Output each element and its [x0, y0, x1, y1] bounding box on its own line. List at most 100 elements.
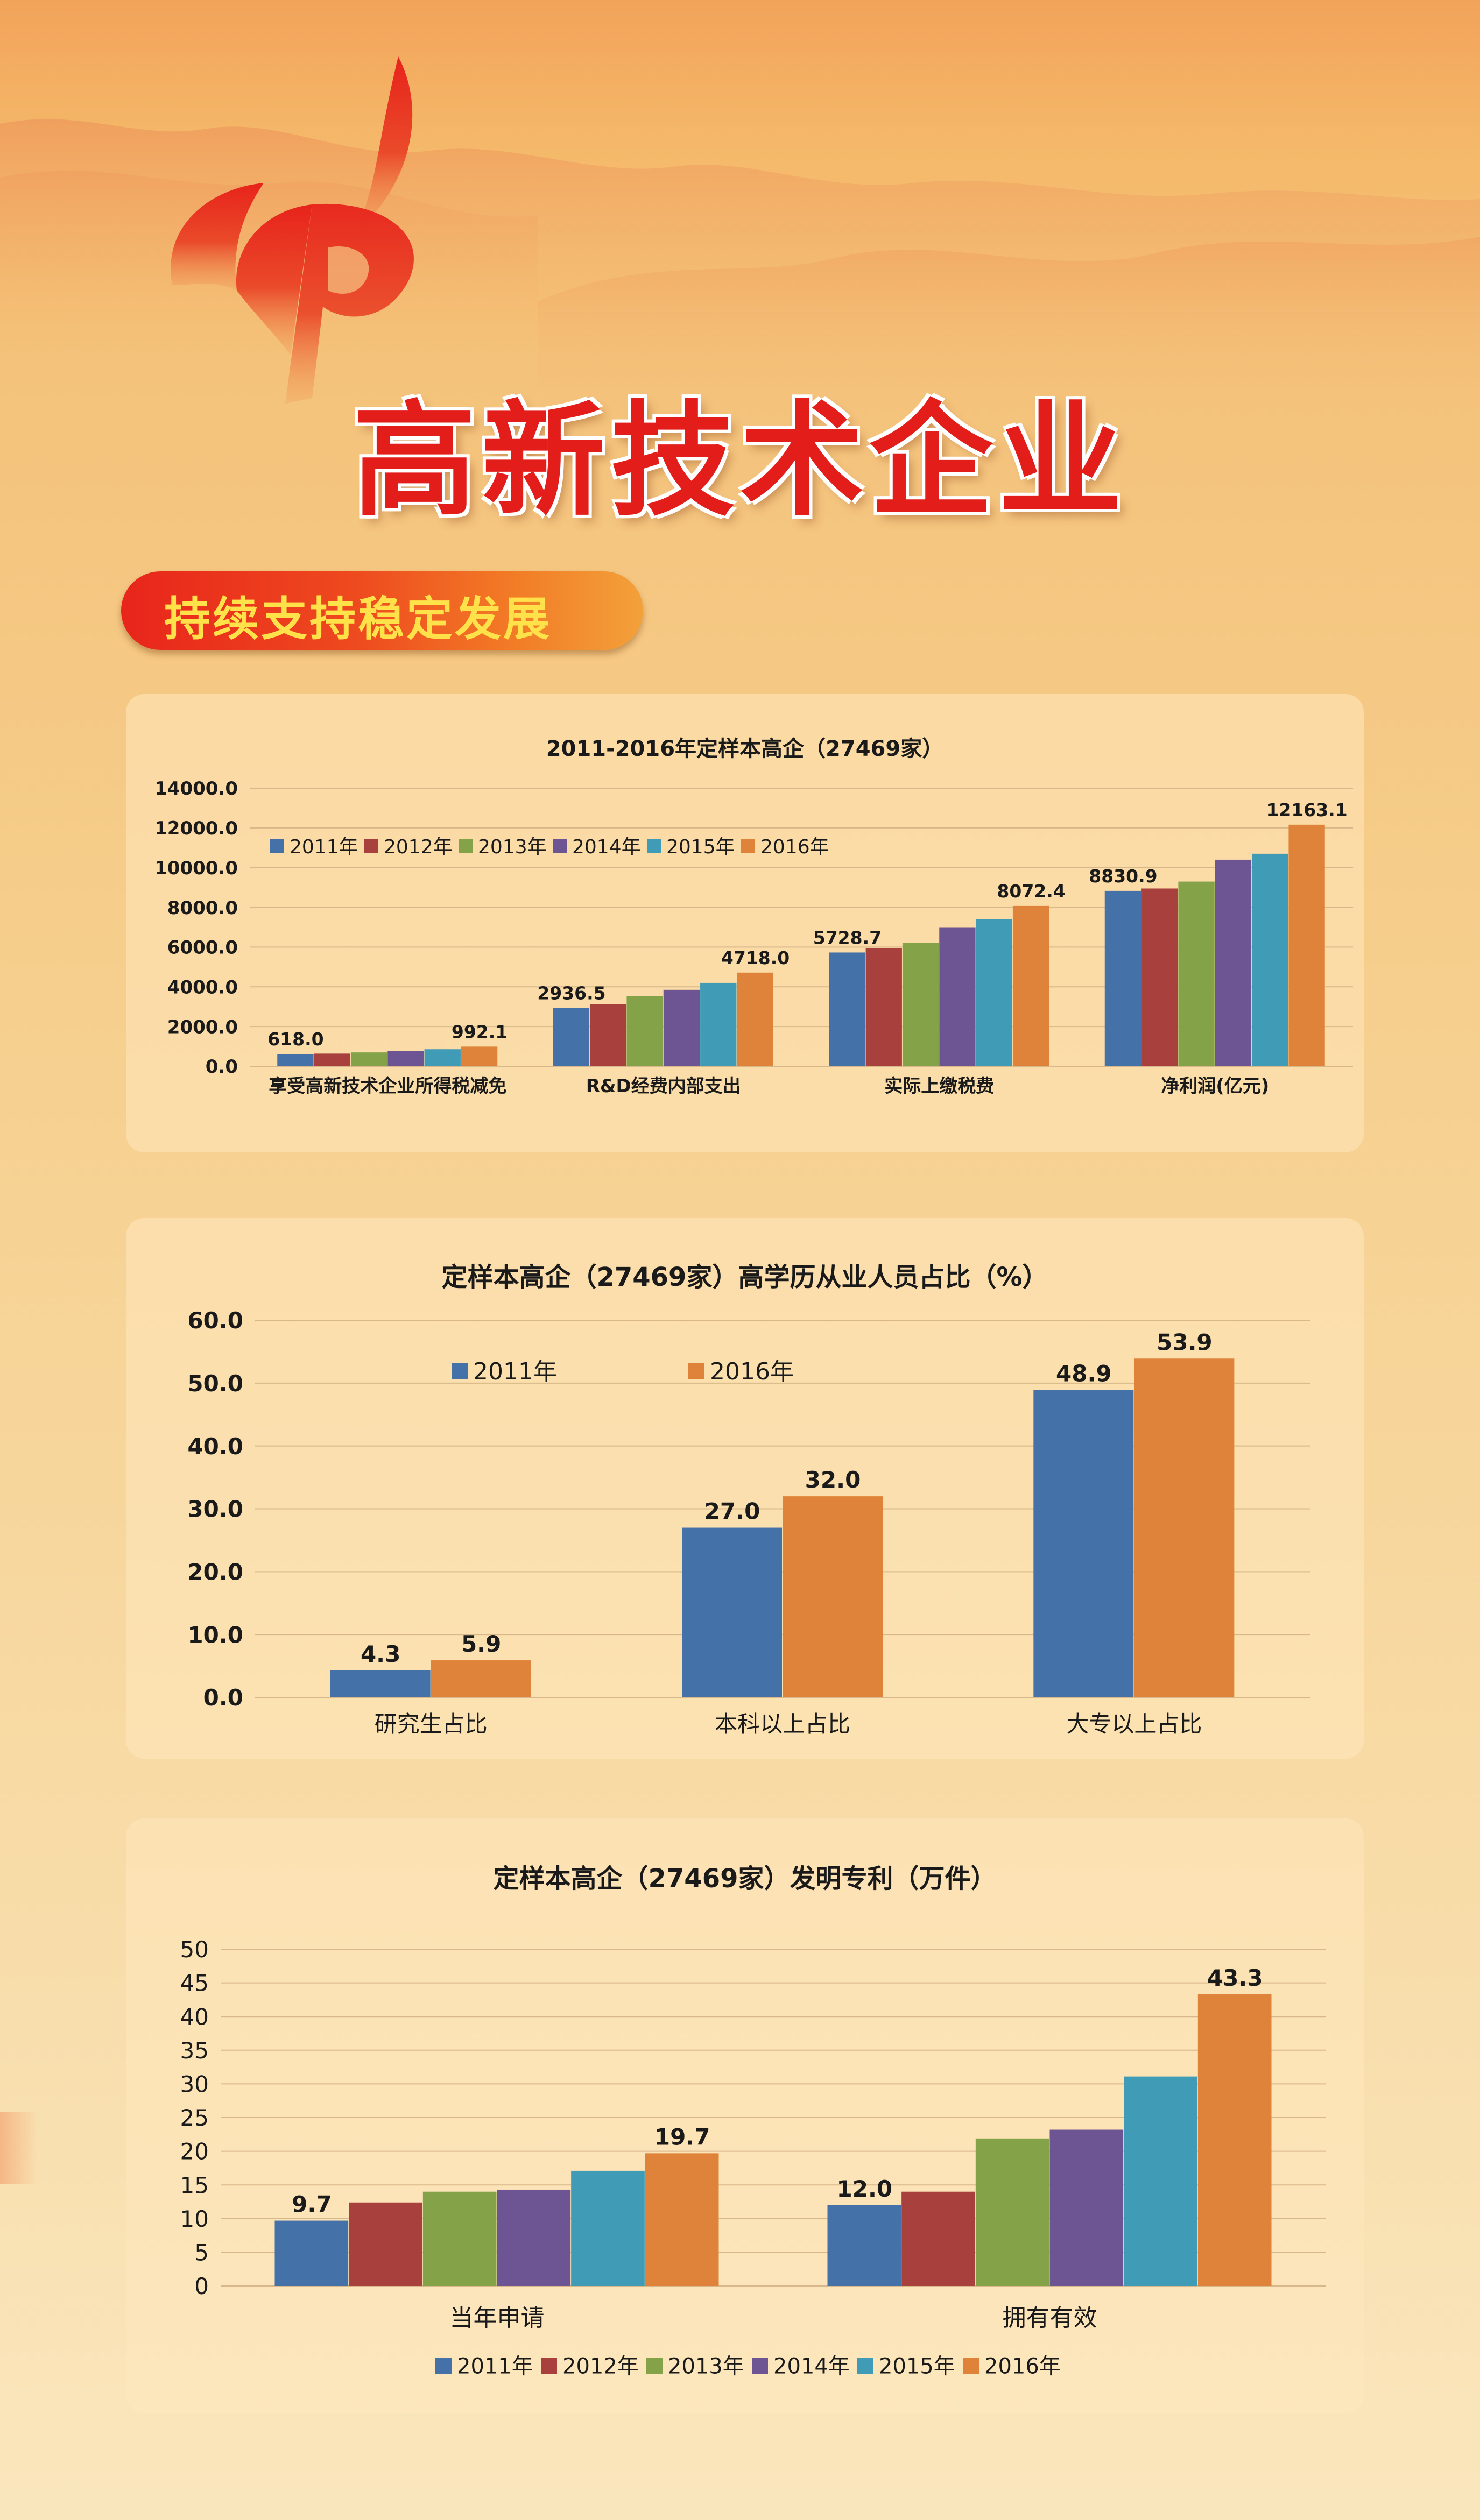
- legend-swatch: [963, 2358, 979, 2374]
- y-tick-label: 0: [194, 2273, 209, 2299]
- bar-2016年-0: [431, 1660, 531, 1697]
- chart-education: 定样本高企（27469家）高学历从业人员占比（%） 0.0 10.0 20.0 30.0…: [187, 1262, 1310, 1737]
- x-category-label: 实际上缴税费: [884, 1075, 994, 1097]
- y-tick-label: 15: [180, 2172, 209, 2198]
- chart-title: 定样本高企（27469家）发明专利（万件）: [494, 1864, 997, 1894]
- y-tick-label: 45: [180, 1970, 209, 1997]
- y-tick-label: 50: [180, 1936, 209, 1963]
- bar-2011年-2: [1033, 1390, 1134, 1697]
- bar-2011年-0: [274, 2220, 349, 2286]
- bar-2016年-3: [1288, 824, 1325, 1066]
- legend-label: 2012年: [384, 836, 453, 858]
- bar-2013年-3: [1178, 881, 1215, 1066]
- y-tick-label: 20.0: [187, 1559, 243, 1585]
- data-label: 4.3: [361, 1641, 400, 1667]
- x-category-label: 大专以上占比: [1066, 1711, 1202, 1737]
- y-tick-label: 6000.0: [167, 937, 238, 959]
- legend-swatch: [364, 839, 378, 853]
- chart-patents: 定样本高企（27469家）发明专利（万件） 0 5 10 15 20 25 30 35 40 45 5…: [180, 1864, 1326, 2379]
- legend-label: 2014年: [572, 836, 641, 858]
- data-label: 19.7: [654, 2123, 710, 2150]
- chart-title: 定样本高企（27469家）高学历从业人员占比（%）: [441, 1262, 1048, 1292]
- legend-swatch: [553, 839, 567, 853]
- bar-2015年-1: [700, 982, 737, 1066]
- data-label: 2936.5: [537, 983, 605, 1004]
- data-label: 53.9: [1157, 1329, 1213, 1355]
- bar-2011年-1: [553, 1008, 590, 1066]
- chart-title: 2011-2016年定样本高企（27469家）: [546, 737, 943, 761]
- bar-2016年-1: [737, 972, 773, 1066]
- bar-2012年-2: [865, 948, 902, 1066]
- torch-logo: [171, 56, 414, 404]
- data-label: 5.9: [461, 1631, 501, 1657]
- data-label: 8830.9: [1089, 866, 1157, 887]
- legend-label: 2011年: [457, 2354, 533, 2379]
- y-tick-label: 25: [180, 2105, 209, 2131]
- data-label: 5728.7: [813, 927, 882, 948]
- legend-swatch: [270, 839, 284, 853]
- y-tick-label: 5: [194, 2240, 209, 2266]
- data-label: 48.9: [1056, 1361, 1112, 1387]
- y-tick-label: 10000.0: [154, 858, 238, 879]
- bar-2016年-2: [1012, 905, 1049, 1066]
- bar-2015年-2: [976, 919, 1012, 1066]
- y-tick-label: 35: [180, 2037, 209, 2064]
- y-tick-label: 4000.0: [167, 977, 238, 999]
- y-tick-label: 12000.0: [154, 818, 238, 839]
- legend-label: 2016年: [760, 836, 829, 858]
- data-label: 8072.4: [997, 881, 1065, 902]
- legend-label: 2011年: [473, 1358, 557, 1385]
- data-label: 992.1: [452, 1021, 508, 1042]
- data-label: 9.7: [292, 2191, 332, 2218]
- legend-label: 2015年: [666, 836, 735, 858]
- legend-label: 2011年: [290, 836, 358, 858]
- bar-2015年-0: [571, 2170, 645, 2286]
- chart-panel-financials: 2011-2016年定样本高企（27469家） 0.0 2000.0 4000.0 60…: [126, 694, 1364, 1152]
- section-heading: 持续支持稳定发展: [121, 571, 643, 650]
- y-tick-label: 2000.0: [167, 1016, 238, 1038]
- legend-swatch: [741, 839, 755, 853]
- y-tick-label: 14000.0: [154, 778, 238, 799]
- y-tick-label: 8000.0: [167, 897, 238, 919]
- chart-panel-patents: 定样本高企（27469家）发明专利（万件） 0 5 10 15 20 25 30 35 40 45 5…: [126, 1818, 1364, 2413]
- legend-label: 2016年: [710, 1358, 794, 1385]
- y-tick-label: 40: [180, 2004, 209, 2030]
- bar-2013年-1: [975, 2138, 1049, 2286]
- legend-swatch: [459, 839, 473, 853]
- bar-2011年-1: [682, 1527, 782, 1697]
- bar-2016年-0: [645, 2153, 719, 2286]
- legend-swatch: [435, 2358, 452, 2374]
- x-category-label: 拥有有效: [1003, 2304, 1097, 2332]
- bar-2014年-1: [663, 989, 700, 1066]
- section-heading-label: 持续支持稳定发展: [164, 592, 552, 646]
- bar-2014年-0: [387, 1051, 424, 1066]
- bar-2011年-3: [1104, 890, 1141, 1066]
- bar-2016年-0: [461, 1046, 498, 1066]
- bar-2012年-1: [590, 1004, 626, 1066]
- data-label: 618.0: [267, 1029, 323, 1050]
- x-category-label: 净利润(亿元): [1161, 1075, 1269, 1097]
- chart-financials: 2011-2016年定样本高企（27469家） 0.0 2000.0 4000.0 60…: [154, 737, 1353, 1097]
- x-category-label: 研究生占比: [375, 1711, 488, 1737]
- y-tick-label: 60.0: [187, 1307, 243, 1334]
- data-label: 32.0: [805, 1467, 861, 1493]
- legend-label: 2012年: [562, 2354, 639, 2379]
- chart-panel-education: 定样本高企（27469家）高学历从业人员占比（%） 0.0 10.0 20.0 30.0…: [126, 1218, 1364, 1759]
- page-title: 高新技术企业: [352, 390, 1127, 533]
- bar-2011年-2: [829, 952, 865, 1066]
- bar-2014年-1: [1049, 2129, 1124, 2286]
- bar-2014年-2: [939, 927, 976, 1066]
- y-tick-label: 30: [180, 2071, 209, 2098]
- legend-label: 2016年: [984, 2354, 1061, 2379]
- legend-swatch: [541, 2358, 557, 2374]
- legend-swatch: [752, 2358, 768, 2374]
- y-tick-label: 40.0: [187, 1433, 243, 1460]
- data-label: 12.0: [837, 2176, 893, 2202]
- legend-label: 2014年: [773, 2354, 850, 2379]
- bar-2016年-1: [783, 1496, 883, 1697]
- bar-2015年-3: [1252, 853, 1288, 1066]
- legend-swatch: [452, 1363, 468, 1379]
- bar-2016年-2: [1134, 1358, 1235, 1697]
- x-category-label: 当年申请: [450, 2304, 545, 2332]
- bar-2014年-0: [497, 2189, 571, 2286]
